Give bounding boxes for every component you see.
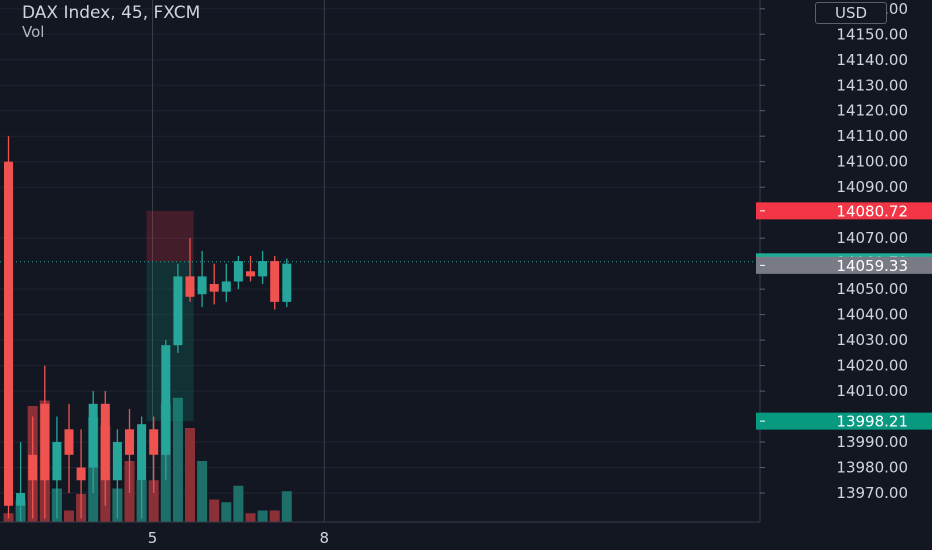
time-axis-background — [0, 522, 932, 550]
volume-bar — [245, 513, 256, 527]
time-tick-label: 8 — [320, 529, 330, 547]
grid — [0, 0, 760, 522]
price-tick-label: 13970.00 — [836, 484, 908, 502]
candle-body — [16, 493, 26, 506]
price-tag-label: 14059.33 — [836, 257, 908, 275]
candle-body — [270, 261, 280, 302]
price-tick-label: 14110.00 — [836, 127, 908, 145]
candle-body — [221, 281, 231, 292]
price-tick-label: 14120.00 — [836, 102, 908, 120]
candle-body — [233, 261, 243, 282]
candle-body — [125, 429, 134, 455]
volume-bar — [281, 491, 292, 527]
price-tag-label: 14080.72 — [836, 202, 908, 220]
price-tick-label: 14050.00 — [836, 280, 908, 298]
candle-body — [258, 261, 268, 277]
volume-bar — [269, 510, 280, 527]
price-tag — [756, 202, 932, 220]
price-tick-label: 14020.00 — [836, 357, 908, 375]
candle-body — [149, 429, 159, 455]
price-tick-label: 13980.00 — [836, 459, 908, 477]
candle-body — [88, 403, 98, 468]
candle-body — [282, 263, 292, 302]
volume-bar — [185, 428, 195, 527]
candle-body — [173, 276, 183, 346]
volume-bar — [209, 499, 220, 527]
price-tick-label: 14150.00 — [836, 25, 908, 43]
candle-body — [197, 276, 207, 295]
candle-body — [137, 424, 147, 481]
candle-body — [185, 276, 195, 297]
price-tag-label: 13998.21 — [836, 413, 908, 431]
volume-label[interactable]: Vol — [22, 23, 45, 41]
candle-body — [161, 345, 171, 455]
candle-body — [52, 442, 62, 481]
candles — [4, 136, 292, 532]
price-tag — [756, 256, 932, 274]
volume-bar — [3, 513, 14, 527]
volume-bar — [124, 461, 135, 527]
price-tick-label: 13990.00 — [836, 433, 908, 451]
price-tick-label: 14140.00 — [836, 51, 908, 69]
volume-bar — [172, 397, 183, 527]
price-tick-label: 14070.00 — [836, 229, 908, 247]
candle-body — [4, 161, 13, 506]
volume-bar — [221, 502, 232, 527]
price-tag — [756, 412, 932, 430]
candle-body — [76, 467, 86, 481]
symbol-title[interactable]: DAX Index, 45, FXCM — [22, 3, 201, 23]
time-tick-label: 5 — [148, 529, 158, 547]
candle-body — [112, 442, 122, 481]
volume-bar — [197, 461, 208, 527]
price-tick-label: 14090.00 — [836, 178, 908, 196]
volume-bar — [64, 510, 74, 527]
candle-body — [28, 454, 38, 481]
candle-body — [64, 429, 74, 455]
price-tick-label: 14040.00 — [836, 306, 908, 324]
price-tick-label: 14010.00 — [836, 382, 908, 400]
price-tick-label: 14130.00 — [836, 76, 908, 94]
stop-loss-zone — [146, 210, 194, 262]
volume-bar — [233, 485, 244, 527]
volume-bar — [257, 510, 268, 527]
volume-bar — [148, 480, 159, 527]
chart-legend: DAX Index, 45, FXCM Vol — [22, 4, 200, 42]
candle-body — [246, 271, 255, 277]
candle-body — [209, 284, 219, 292]
currency-button[interactable]: USD — [815, 2, 887, 24]
candle-body — [100, 403, 110, 481]
price-tick-label: 14100.00 — [836, 153, 908, 171]
candle-body — [40, 403, 50, 481]
price-tick-label: 14030.00 — [836, 331, 908, 349]
